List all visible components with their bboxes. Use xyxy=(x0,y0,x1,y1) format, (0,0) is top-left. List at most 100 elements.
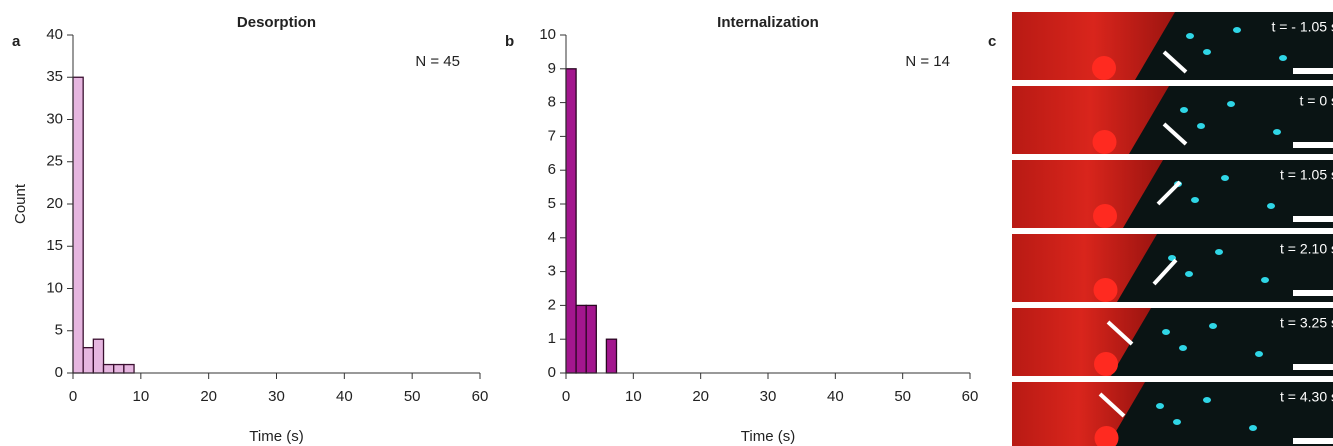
arrow xyxy=(1106,320,1134,346)
x-tick-label: 20 xyxy=(200,388,217,405)
frame-content: t = 3.25 s xyxy=(1012,308,1333,376)
y-tick-label: 9 xyxy=(548,60,556,77)
red-blob xyxy=(1094,426,1119,446)
y-tick-label: 30 xyxy=(46,110,63,127)
particle xyxy=(1173,419,1181,425)
arrow xyxy=(1152,258,1178,286)
particle xyxy=(1215,249,1223,255)
y-tick-label: 8 xyxy=(548,94,556,111)
y-tick-label: 0 xyxy=(55,364,63,381)
x-axis-label: Time (s) xyxy=(249,428,303,445)
x-tick-label: 30 xyxy=(268,388,285,405)
cell-region xyxy=(1012,160,1163,228)
particle xyxy=(1186,33,1194,39)
y-tick-label: 15 xyxy=(46,237,63,254)
particle xyxy=(1185,271,1193,277)
y-tick-label: 1 xyxy=(548,330,556,347)
particle xyxy=(1179,345,1187,351)
x-tick-label: 60 xyxy=(472,388,489,405)
particle xyxy=(1197,123,1205,129)
y-tick-label: 5 xyxy=(55,322,63,339)
frame-content: t = 1.05 s xyxy=(1012,160,1333,228)
particle xyxy=(1162,329,1170,335)
panel-label: b xyxy=(505,33,514,50)
frame-content: t = 0 s xyxy=(1012,86,1333,154)
particle xyxy=(1209,323,1217,329)
chart-title: Internalization xyxy=(717,14,819,31)
red-blob xyxy=(1093,278,1118,302)
cell-region xyxy=(1012,12,1175,80)
annotation: N = 14 xyxy=(905,53,950,70)
scale-bar xyxy=(1293,438,1333,444)
image-frame: t = - 1.05 s xyxy=(1012,12,1333,80)
frame-label: t = 1.05 s xyxy=(1280,167,1333,183)
bar xyxy=(585,304,597,374)
particle xyxy=(1191,197,1199,203)
x-tick-label: 20 xyxy=(692,388,709,405)
x-tick-label: 40 xyxy=(827,388,844,405)
bar xyxy=(102,363,115,374)
scale-bar xyxy=(1293,68,1333,74)
particle xyxy=(1255,351,1263,357)
y-tick-label: 6 xyxy=(548,161,556,178)
particle xyxy=(1249,425,1257,431)
scale-bar xyxy=(1293,142,1333,148)
particle xyxy=(1156,403,1164,409)
x-tick-label: 0 xyxy=(562,388,570,405)
y-tick-label: 0 xyxy=(548,364,556,381)
frame-content: t = 2.10 s xyxy=(1012,234,1333,302)
y-tick-label: 3 xyxy=(548,263,556,280)
y-tick-label: 40 xyxy=(46,26,63,43)
x-tick-label: 40 xyxy=(336,388,353,405)
bar xyxy=(565,68,577,374)
bar xyxy=(72,76,84,374)
red-blob xyxy=(1092,56,1116,80)
y-tick-label: 5 xyxy=(548,195,556,212)
x-tick-label: 50 xyxy=(894,388,911,405)
red-blob xyxy=(1094,352,1118,376)
frame-label: t = 3.25 s xyxy=(1280,315,1333,331)
frame-content: t = - 1.05 s xyxy=(1012,12,1333,80)
x-tick-label: 10 xyxy=(132,388,149,405)
y-tick-label: 10 xyxy=(46,279,63,296)
arrow xyxy=(1162,122,1188,146)
particle xyxy=(1279,55,1287,61)
particle xyxy=(1233,27,1241,33)
image-frame: t = 1.05 s xyxy=(1012,160,1333,228)
panel-label: a xyxy=(12,33,21,50)
image-frame: t = 4.30 s xyxy=(1012,382,1333,446)
frame-label: t = - 1.05 s xyxy=(1271,19,1333,35)
scale-bar xyxy=(1293,290,1333,296)
particle xyxy=(1221,175,1229,181)
scale-bar xyxy=(1293,216,1333,222)
x-tick-label: 30 xyxy=(760,388,777,405)
bar xyxy=(92,338,105,374)
chart-title: Desorption xyxy=(237,14,316,31)
x-axis-label: Time (s) xyxy=(741,428,795,445)
y-tick-label: 25 xyxy=(46,153,63,170)
y-axis-label: Count xyxy=(12,183,29,224)
y-tick-label: 4 xyxy=(548,229,556,246)
cell-region xyxy=(1012,234,1157,302)
arrow xyxy=(1162,50,1188,74)
y-tick-label: 2 xyxy=(548,296,556,313)
y-tick-label: 7 xyxy=(548,127,556,144)
bar xyxy=(82,346,95,374)
x-tick-label: 60 xyxy=(962,388,979,405)
bar xyxy=(605,338,618,374)
particle xyxy=(1267,203,1275,209)
particle xyxy=(1261,277,1269,283)
frame-label: t = 0 s xyxy=(1299,93,1333,109)
x-tick-label: 0 xyxy=(69,388,77,405)
scale-bar xyxy=(1293,364,1333,370)
bar xyxy=(575,304,587,374)
image-frame: t = 0 s xyxy=(1012,86,1333,154)
particle xyxy=(1180,107,1188,113)
frame-content: t = 4.30 s xyxy=(1012,382,1333,446)
y-tick-label: 20 xyxy=(46,195,63,212)
x-tick-label: 50 xyxy=(404,388,421,405)
bar xyxy=(113,363,125,374)
frame-label: t = 4.30 s xyxy=(1280,389,1333,405)
annotation: N = 45 xyxy=(415,53,460,70)
